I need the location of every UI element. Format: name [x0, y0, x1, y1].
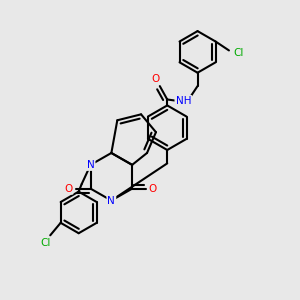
- Text: Cl: Cl: [234, 48, 244, 58]
- Text: O: O: [151, 74, 160, 84]
- Text: N: N: [87, 160, 94, 170]
- Text: O: O: [64, 184, 72, 194]
- Text: O: O: [149, 184, 157, 194]
- Text: NH: NH: [176, 96, 191, 106]
- Text: Cl: Cl: [40, 238, 51, 248]
- Text: N: N: [107, 196, 115, 206]
